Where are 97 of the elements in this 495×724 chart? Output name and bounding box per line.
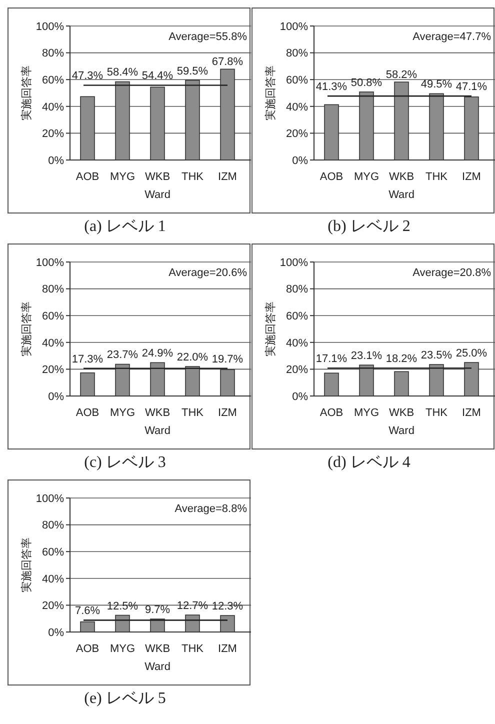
y-tick-label: 40% [286,337,308,350]
y-tick-label: 0% [48,626,64,639]
x-tick-label: MYG [110,643,136,655]
y-tick-label: 20% [42,128,64,140]
x-tick-label: IZM [462,171,481,183]
x-tick-label: IZM [218,643,237,655]
y-tick-label: 100% [36,492,64,505]
x-tick-label: AOB [320,407,344,419]
data-label: 67.8% [212,56,244,68]
x-tick-label: THK [426,407,448,419]
data-label: 49.5% [420,78,452,91]
y-tick-label: 40% [42,573,64,586]
x-tick-label: THK [426,171,448,183]
text: (e) レベル 5 [84,690,166,707]
y-tick-label: 60% [42,546,64,558]
y-tick-label: 60% [286,74,308,86]
x-tick-label: IZM [462,407,481,419]
y-tick-label: 0% [48,390,64,403]
y-tick-label: 20% [42,364,64,376]
y-tick-label: 80% [286,48,308,60]
y-axis-title: 実施回答率 [264,302,277,356]
x-tick-label: WKB [388,407,414,419]
x-axis-title: Ward [144,661,170,673]
x-axis-title: Ward [144,425,170,437]
text: (d) レベル 4 [328,454,410,471]
x-tick-label: AOB [76,171,100,183]
ref-line-label: Average=8.8% [174,503,248,515]
y-tick-label: 100% [280,256,308,269]
y-axis-title: 実施回答率 [20,66,33,120]
y-tick-label: 100% [280,20,308,33]
y-tick-label: 60% [286,310,308,322]
y-tick-label: 100% [36,256,64,269]
y-tick-label: 0% [48,154,64,167]
data-label: 58.2% [386,69,418,82]
x-tick-label: MYG [354,171,380,183]
x-tick-label: IZM [218,407,237,419]
x-tick-label: WKB [144,171,170,183]
y-axis-title: 実施回答率 [20,538,33,592]
y-tick-label: 60% [42,310,64,322]
data-label: 17.3% [72,353,104,366]
data-label: 23.7% [106,349,138,362]
data-label: 50.8% [350,76,382,89]
x-tick-label: MYG [110,407,136,419]
data-label: 47.3% [72,70,104,82]
y-tick-label: 40% [42,101,64,114]
ref-line-label: Average=20.6% [168,267,248,279]
data-label: 19.7% [212,353,244,366]
y-axis-title: 実施回答率 [264,66,277,120]
y-tick-label: 80% [42,48,64,60]
y-axis-title: 実施回答率 [20,302,33,356]
y-tick-label: 100% [36,20,64,33]
y-tick-label: 40% [42,337,64,350]
data-label: 9.7% [144,604,170,616]
data-label: 59.5% [176,65,208,78]
data-label: 22.0% [176,352,208,364]
y-tick-label: 20% [286,364,308,376]
y-tick-label: 80% [42,520,64,532]
x-tick-label: THK [182,407,204,419]
data-label: 58.4% [106,66,138,79]
data-label: 23.1% [350,350,382,362]
data-label: 23.5% [420,350,452,362]
y-tick-label: 80% [42,284,64,296]
x-axis-title: Ward [388,189,414,201]
data-label: 18.2% [386,353,418,366]
x-tick-label: AOB [76,407,100,419]
text: (b) レベル 2 [328,218,410,235]
text: (c) レベル 3 [84,454,166,471]
x-tick-label: WKB [144,407,170,419]
data-label: 47.1% [456,81,488,94]
y-tick-label: 20% [286,128,308,140]
x-tick-label: THK [182,171,204,183]
ref-line-label: Average=55.8% [168,31,248,43]
data-label: 41.3% [316,81,348,94]
x-tick-label: IZM [218,171,237,183]
y-tick-label: 0% [292,390,308,403]
data-label: 54.4% [142,70,174,82]
x-axis-title: Ward [144,189,170,201]
data-label: 25.0% [456,348,488,360]
y-tick-label: 0% [292,154,308,167]
y-tick-label: 40% [286,101,308,114]
x-tick-label: MYG [354,407,380,419]
x-tick-label: MYG [110,171,136,183]
y-tick-label: 20% [42,600,64,612]
y-tick-label: 80% [286,284,308,296]
ref-line-label: Average=47.7% [412,31,492,43]
x-tick-label: AOB [320,171,344,183]
text: (a) レベル 1 [84,218,166,235]
x-tick-label: AOB [76,643,100,655]
ref-line-label: Average=20.8% [412,267,492,279]
x-tick-label: WKB [144,643,170,655]
data-label: 17.1% [316,353,348,366]
y-tick-label: 60% [42,74,64,86]
x-axis-title: Ward [388,425,414,437]
x-tick-label: WKB [388,171,414,183]
data-label: 24.9% [142,348,174,360]
x-tick-label: THK [182,643,204,655]
data-label: 7.6% [74,605,100,618]
